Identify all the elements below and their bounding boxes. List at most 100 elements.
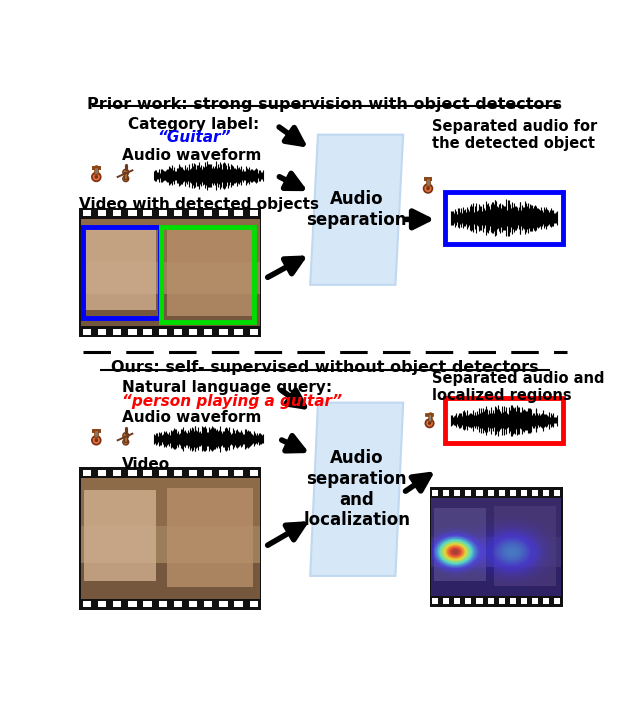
Bar: [235, 210, 243, 216]
Bar: [554, 598, 560, 605]
Bar: [84, 229, 156, 310]
Bar: [79, 327, 261, 337]
Bar: [250, 602, 258, 607]
Bar: [81, 478, 260, 526]
Bar: [250, 470, 258, 475]
Bar: [113, 470, 121, 475]
Bar: [432, 490, 438, 495]
Bar: [98, 329, 106, 335]
Bar: [143, 329, 152, 335]
Bar: [521, 490, 527, 495]
Bar: [79, 208, 261, 218]
Bar: [499, 598, 505, 605]
Bar: [431, 498, 561, 537]
Circle shape: [92, 172, 101, 182]
Bar: [128, 329, 136, 335]
Bar: [189, 602, 197, 607]
Bar: [465, 598, 472, 605]
Bar: [445, 192, 563, 244]
Bar: [82, 227, 160, 318]
Polygon shape: [310, 403, 403, 576]
Bar: [189, 210, 197, 216]
Bar: [235, 470, 243, 475]
Bar: [432, 598, 438, 605]
Circle shape: [123, 169, 129, 175]
Bar: [431, 498, 561, 596]
Bar: [532, 490, 538, 495]
Bar: [521, 598, 527, 605]
Bar: [174, 602, 182, 607]
Circle shape: [426, 187, 430, 190]
Bar: [79, 467, 261, 478]
Bar: [431, 567, 561, 596]
Bar: [143, 210, 152, 216]
Bar: [430, 488, 563, 607]
Bar: [167, 488, 253, 587]
Bar: [443, 490, 450, 495]
Text: Category label:: Category label:: [128, 117, 259, 132]
Bar: [81, 563, 260, 599]
Bar: [162, 227, 254, 322]
Bar: [158, 329, 167, 335]
Bar: [488, 490, 494, 495]
Bar: [113, 210, 121, 216]
Bar: [81, 294, 260, 327]
Bar: [455, 598, 460, 605]
Circle shape: [94, 439, 98, 442]
Bar: [189, 470, 197, 475]
Bar: [79, 467, 261, 610]
Text: Prior work: strong supervision with object detectors: Prior work: strong supervision with obje…: [87, 97, 562, 112]
Bar: [81, 218, 260, 262]
Bar: [510, 490, 516, 495]
Text: Video with detected objects: Video with detected objects: [79, 197, 320, 212]
Bar: [82, 329, 91, 335]
Bar: [82, 210, 91, 216]
Bar: [219, 329, 228, 335]
Bar: [204, 602, 212, 607]
Bar: [98, 602, 106, 607]
Bar: [543, 490, 549, 495]
Bar: [81, 218, 260, 327]
Bar: [113, 329, 121, 335]
Bar: [189, 329, 197, 335]
Circle shape: [123, 176, 129, 182]
Bar: [434, 508, 486, 582]
Bar: [143, 470, 152, 475]
Bar: [554, 490, 560, 495]
Bar: [443, 598, 450, 605]
Bar: [128, 470, 136, 475]
Bar: [219, 470, 228, 475]
Bar: [81, 478, 260, 599]
Text: Audio
separation
and
localization: Audio separation and localization: [303, 449, 410, 529]
Bar: [250, 210, 258, 216]
Bar: [465, 490, 472, 495]
Circle shape: [428, 421, 431, 425]
Text: Audio waveform: Audio waveform: [122, 148, 261, 163]
Bar: [113, 602, 121, 607]
Bar: [158, 210, 167, 216]
Bar: [167, 227, 253, 316]
Bar: [124, 172, 127, 179]
Bar: [430, 596, 563, 607]
Circle shape: [123, 439, 129, 445]
Bar: [79, 599, 261, 610]
Bar: [158, 602, 167, 607]
Bar: [235, 329, 243, 335]
Bar: [219, 210, 228, 216]
Text: Audio waveform: Audio waveform: [122, 410, 261, 425]
Bar: [543, 598, 549, 605]
Bar: [204, 470, 212, 475]
Bar: [494, 506, 556, 586]
Bar: [79, 208, 261, 337]
Circle shape: [94, 175, 98, 179]
Bar: [499, 490, 505, 495]
Text: Separated audio for
the detected object: Separated audio for the detected object: [432, 118, 597, 151]
Bar: [158, 470, 167, 475]
Bar: [250, 329, 258, 335]
Text: Audio
separation: Audio separation: [306, 190, 407, 229]
Bar: [488, 598, 494, 605]
Bar: [174, 210, 182, 216]
Bar: [204, 329, 212, 335]
Bar: [143, 602, 152, 607]
Bar: [219, 602, 228, 607]
